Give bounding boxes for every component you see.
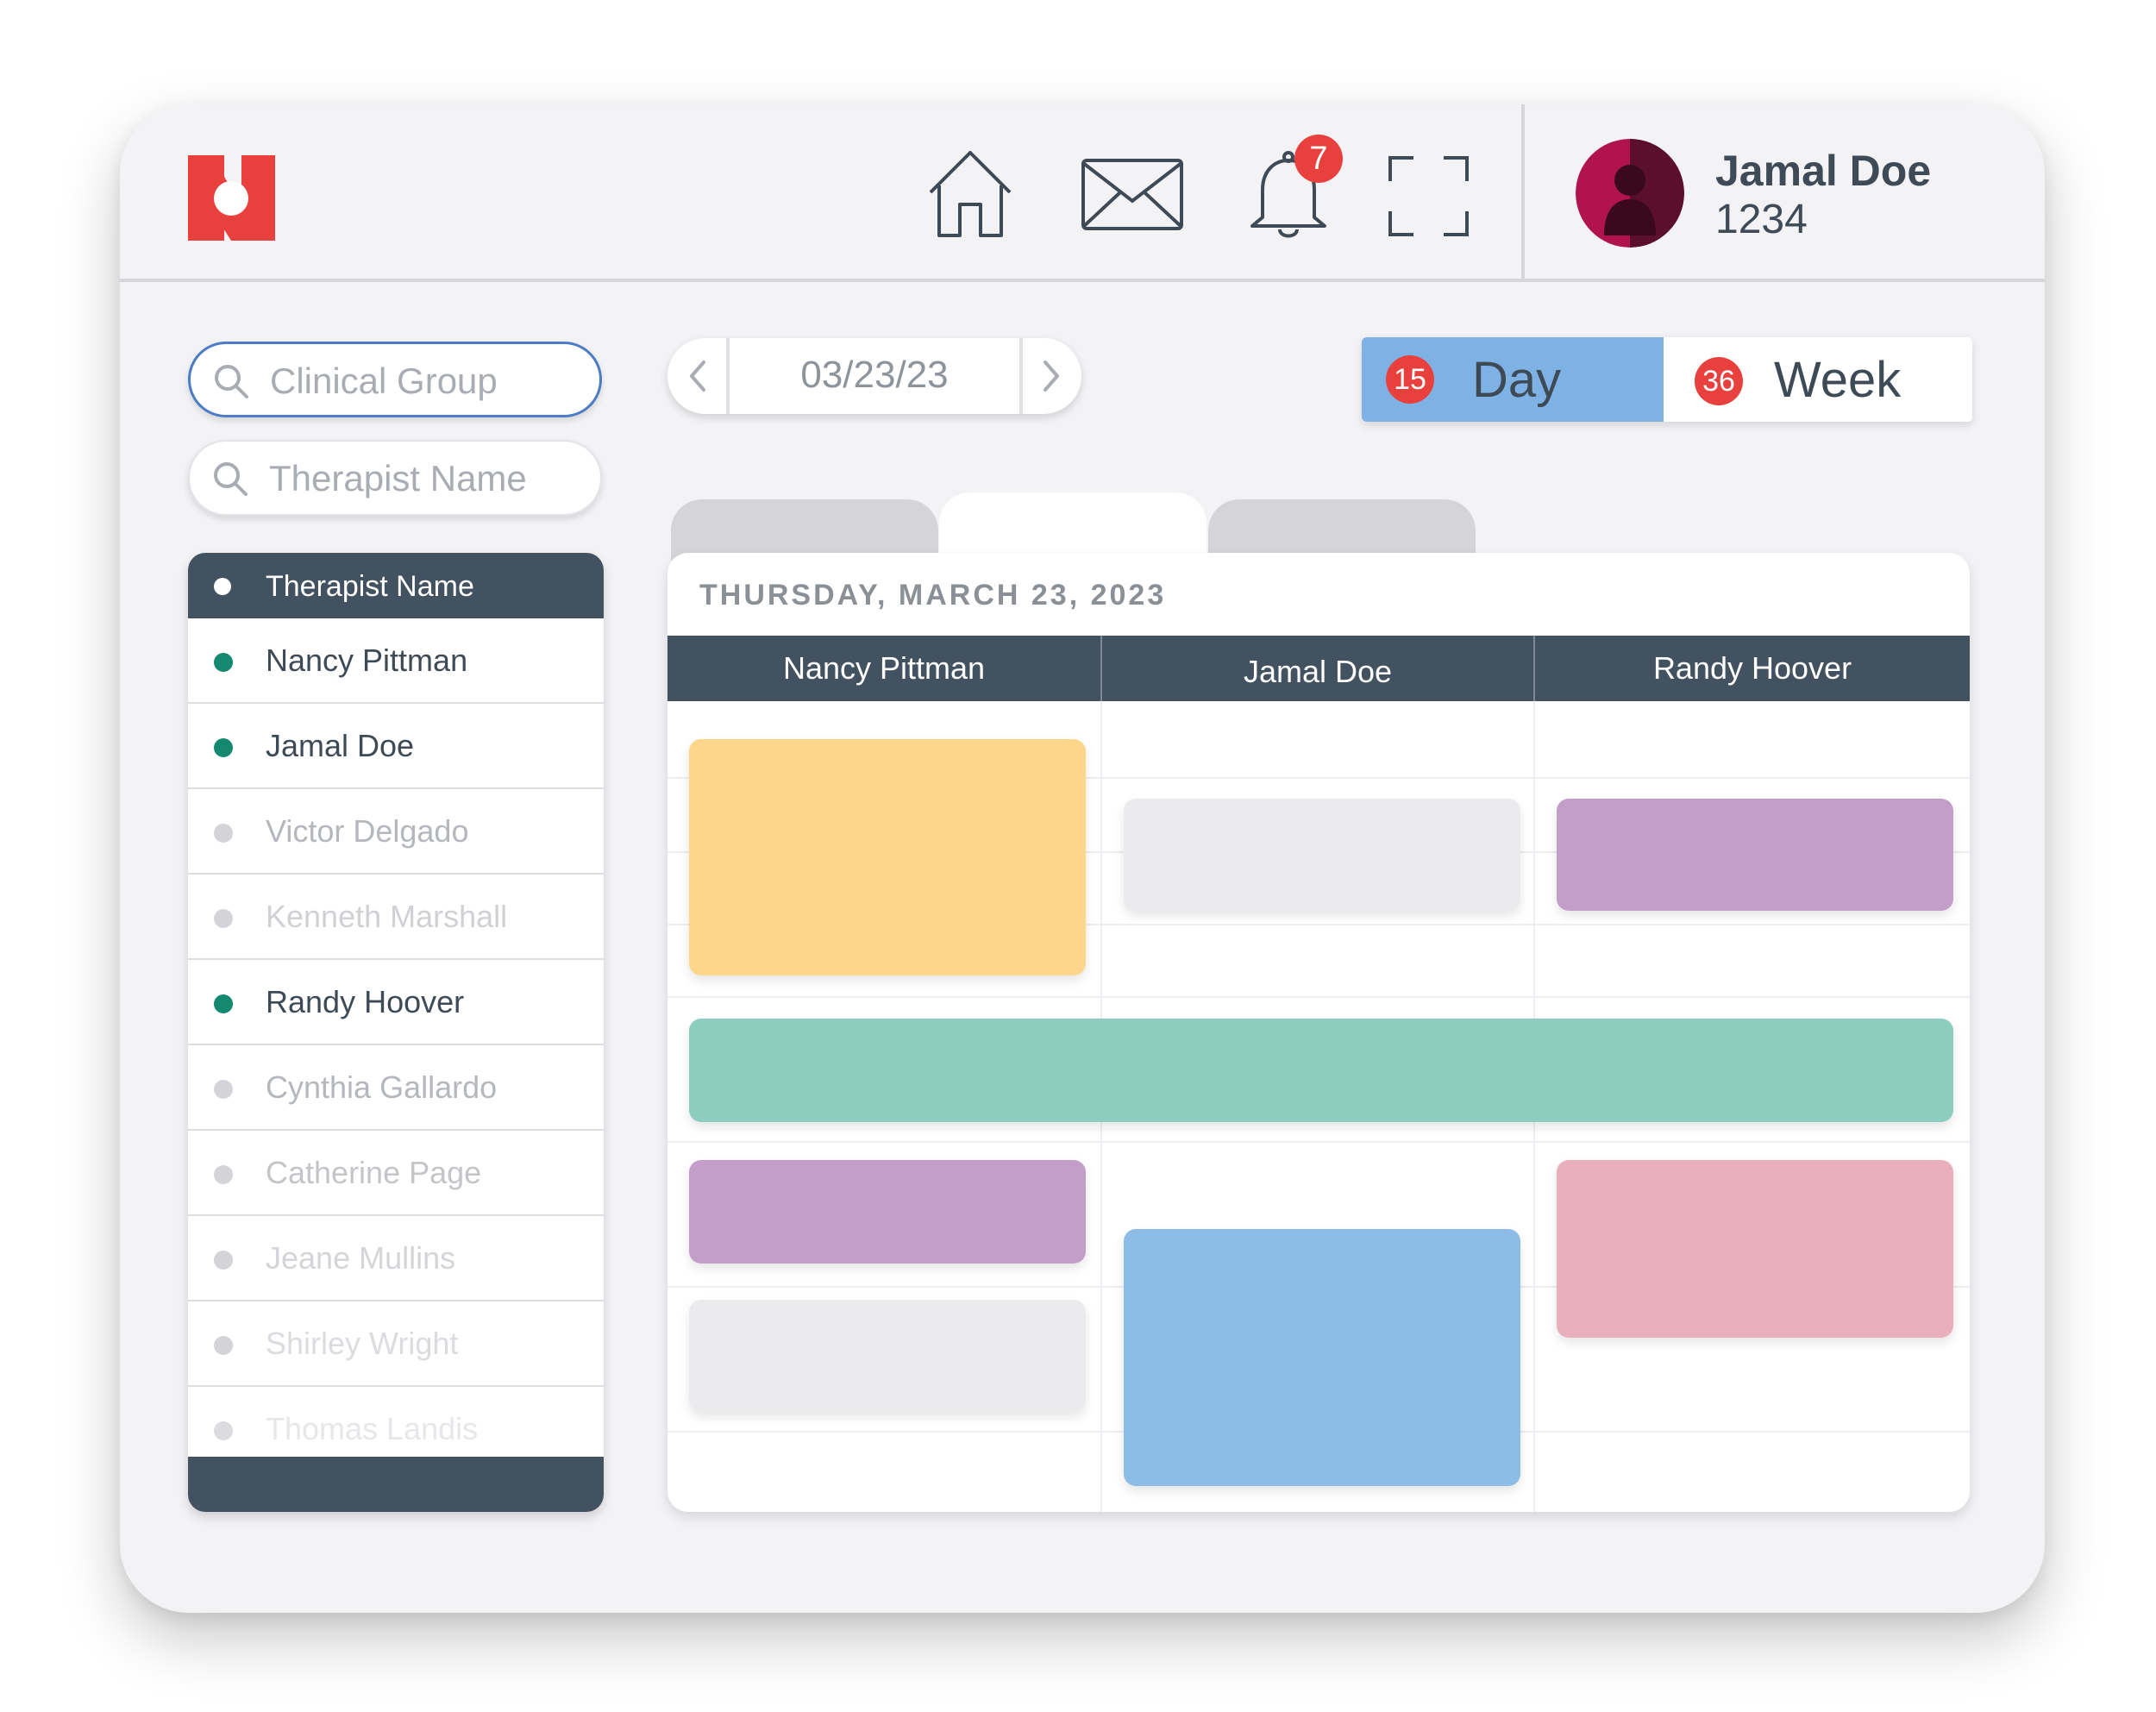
calendar-date-heading: THURSDAY, MARCH 23, 2023: [699, 579, 1167, 611]
header-divider: [1521, 104, 1525, 280]
status-dot-inactive: [214, 909, 233, 928]
therapist-row[interactable]: Randy Hoover: [188, 960, 604, 1045]
appointment-block[interactable]: [1557, 1160, 1953, 1338]
chevron-right-icon[interactable]: [1031, 357, 1069, 395]
week-view-button[interactable]: 36 Week: [1664, 337, 1972, 422]
header-bottom-border: [120, 279, 2045, 282]
status-dot-inactive: [214, 1251, 233, 1270]
mail-icon[interactable]: [1081, 158, 1184, 231]
home-icon[interactable]: [927, 147, 1013, 238]
date-navigator: 03/23/23: [667, 338, 1081, 414]
app-window: 7 Jamal Doe 1234 Therapist Name: [120, 104, 2045, 1613]
logo-icon[interactable]: [188, 155, 275, 241]
therapist-row[interactable]: Catherine Page: [188, 1131, 604, 1216]
therapist-name-input[interactable]: [267, 442, 590, 516]
therapist-name: Thomas Landis: [266, 1411, 479, 1446]
therapist-row[interactable]: Kenneth Marshall: [188, 875, 604, 960]
bell-icon[interactable]: [1245, 147, 1332, 241]
date-nav-divider: [726, 338, 730, 414]
group-appointment-block[interactable]: [689, 1019, 1953, 1122]
date-nav-divider: [1019, 338, 1023, 414]
appointment-block[interactable]: [1124, 799, 1520, 911]
therapist-name: Victor Delgado: [266, 813, 469, 849]
appointment-block[interactable]: [1557, 799, 1953, 911]
status-dot-inactive: [214, 1165, 233, 1184]
day-count-badge: 15: [1386, 355, 1434, 404]
appointment-block[interactable]: [689, 1160, 1086, 1264]
therapist-name: Nancy Pittman: [266, 643, 468, 678]
therapist-list: Therapist Name Nancy Pittman Jamal Doe V…: [188, 553, 604, 1512]
day-label: Day: [1472, 352, 1562, 408]
status-dot: [214, 578, 231, 595]
status-dot-inactive: [214, 1336, 233, 1355]
column-header-therapist: Randy Hoover: [1652, 650, 1852, 686]
user-name: Jamal Doe: [1715, 147, 1932, 195]
day-calendar: THURSDAY, MARCH 23, 2023 Nancy Pittman J…: [667, 553, 1970, 1512]
time-gridline: [667, 777, 1970, 779]
week-label: Week: [1774, 352, 1902, 408]
therapist-list-footer: [188, 1457, 604, 1512]
clinical-group-input[interactable]: [268, 344, 591, 418]
status-dot-active: [214, 653, 233, 672]
therapist-name: Jeane Mullins: [266, 1240, 456, 1276]
column-header-therapist: Nancy Pittman: [782, 650, 986, 686]
therapist-name-search[interactable]: [188, 440, 602, 516]
column-header-therapist: Jamal Doe: [1243, 654, 1393, 689]
avatar[interactable]: [1576, 139, 1684, 248]
therapist-row[interactable]: Jamal Doe: [188, 704, 604, 789]
status-dot-inactive: [214, 1080, 233, 1099]
therapist-row[interactable]: Nancy Pittman: [188, 618, 604, 704]
therapist-list-header: Therapist Name: [188, 553, 604, 618]
therapist-row[interactable]: Victor Delgado: [188, 789, 604, 875]
therapist-name: Kenneth Marshall: [266, 899, 508, 934]
therapist-row[interactable]: Shirley Wright: [188, 1301, 604, 1387]
time-gridline: [667, 924, 1970, 925]
fullscreen-icon[interactable]: [1388, 155, 1470, 237]
time-gridline: [667, 1141, 1970, 1143]
therapist-row[interactable]: Thomas Landis: [188, 1387, 604, 1471]
appointment-block[interactable]: [1124, 1229, 1520, 1486]
therapist-name: Jamal Doe: [266, 728, 415, 763]
week-count-badge: 36: [1695, 357, 1743, 405]
therapist-row[interactable]: Cynthia Gallardo: [188, 1045, 604, 1131]
time-gridline: [667, 996, 1970, 998]
therapist-name: Catherine Page: [266, 1155, 482, 1190]
notification-badge: 7: [1294, 135, 1343, 183]
appointment-block[interactable]: [689, 1300, 1086, 1412]
status-dot-inactive: [214, 1421, 233, 1440]
status-dot-active: [214, 738, 233, 757]
clinical-group-search[interactable]: [188, 342, 602, 418]
chevron-left-icon[interactable]: [680, 357, 718, 395]
search-icon: [215, 365, 248, 398]
status-dot-inactive: [214, 824, 233, 843]
therapist-name: Shirley Wright: [266, 1326, 459, 1361]
therapist-name: Randy Hoover: [266, 984, 465, 1019]
day-view-button[interactable]: 15 Day: [1362, 337, 1664, 422]
current-date[interactable]: 03/23/23: [800, 354, 949, 396]
status-dot-active: [214, 994, 233, 1013]
therapist-list-title: Therapist Name: [266, 570, 474, 603]
appointment-block[interactable]: [689, 739, 1086, 975]
view-toggle: 15 Day 36 Week: [1362, 337, 1972, 422]
column-divider: [1533, 636, 1535, 701]
search-icon: [214, 462, 248, 496]
therapist-name: Cynthia Gallardo: [266, 1069, 498, 1105]
user-id: 1234: [1715, 197, 1808, 242]
therapist-row[interactable]: Jeane Mullins: [188, 1216, 604, 1301]
column-divider: [1100, 636, 1102, 701]
calendar-column-header: Nancy Pittman Jamal Doe Randy Hoover: [667, 636, 1970, 701]
